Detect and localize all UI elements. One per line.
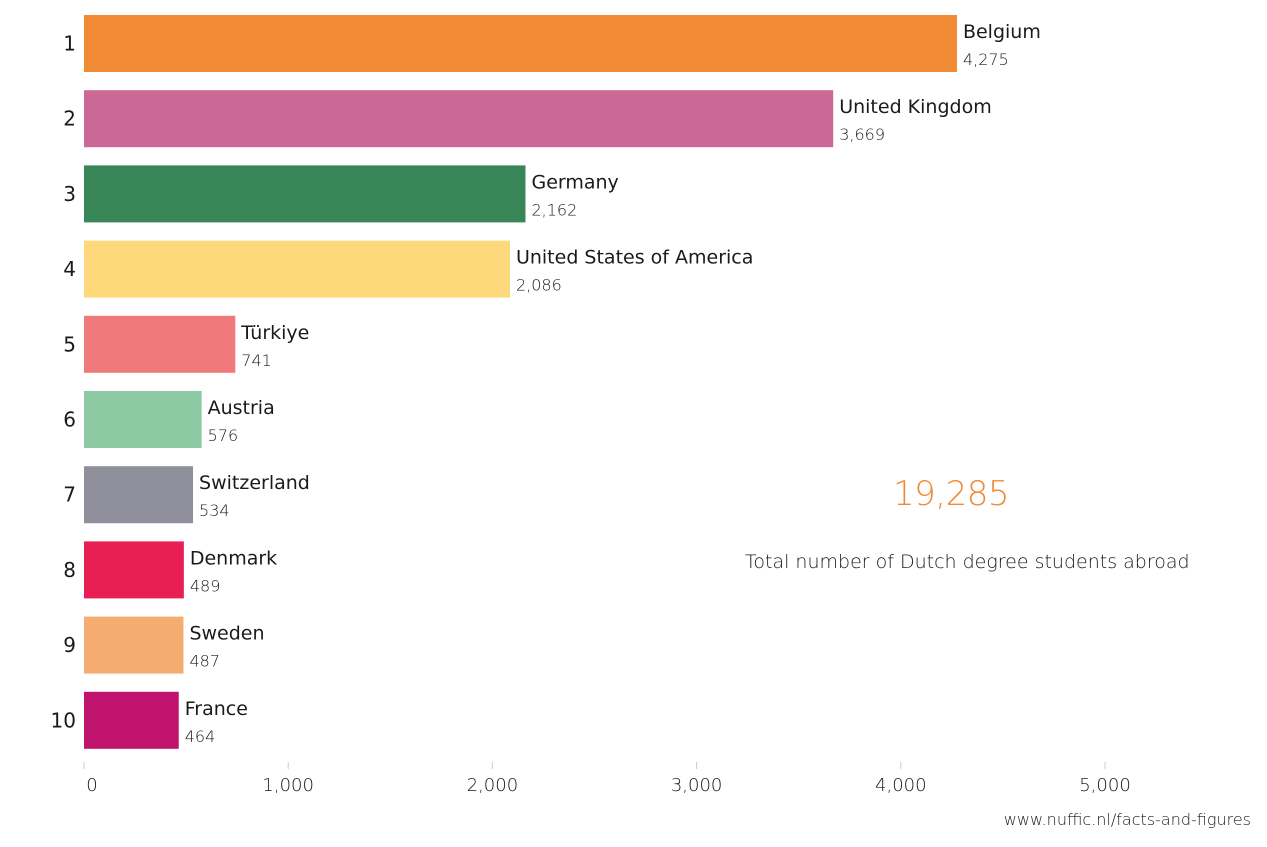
bar	[84, 616, 184, 674]
total-label: Total number of Dutch degree students ab…	[745, 551, 1190, 573]
bar-group: 8 Denmark 489	[63, 541, 277, 599]
value-label: 489	[190, 576, 221, 595]
rank-label: 3	[63, 182, 76, 206]
rank-label: 5	[63, 332, 76, 356]
category-label: Switzerland	[199, 472, 310, 494]
value-label: 464	[185, 727, 216, 746]
bar-group: 5 Türkiye 741	[63, 315, 309, 373]
category-label: Germany	[531, 171, 618, 193]
bar	[84, 15, 957, 72]
x-tick-label: 0	[86, 775, 97, 796]
x-tick-label: 4,000	[875, 775, 927, 796]
category-label: Sweden	[189, 623, 264, 645]
bar	[84, 541, 184, 599]
rank-label: 1	[63, 32, 76, 56]
x-tick-label: 3,000	[671, 775, 723, 796]
rank-label: 7	[63, 483, 76, 507]
value-label: 2,162	[531, 200, 577, 219]
category-label: Belgium	[963, 21, 1041, 43]
category-label: Türkiye	[240, 322, 309, 344]
bar-group: 2 United Kingdom 3,669	[63, 90, 992, 148]
value-label: 2,086	[516, 276, 562, 295]
x-tick-label: 1,000	[262, 775, 314, 796]
bar-group: 1 Belgium 4,275	[63, 15, 1041, 72]
bar	[84, 315, 236, 373]
bar-group: 4 United States of America 2,086	[63, 240, 753, 298]
value-label: 576	[208, 426, 239, 445]
bar	[84, 90, 834, 148]
value-label: 4,275	[963, 50, 1009, 69]
bar	[84, 391, 202, 448]
bar	[84, 240, 510, 298]
x-tick-label: 5,000	[1079, 775, 1131, 796]
value-label: 487	[189, 652, 220, 671]
bar	[84, 466, 194, 524]
bar-group: 9 Sweden 487	[63, 616, 265, 674]
category-label: United Kingdom	[839, 96, 992, 118]
x-tick-label: 2,000	[467, 775, 519, 796]
bars-layer: 1 Belgium 4,275 2 United Kingdom 3,669 3 German…	[51, 15, 1041, 749]
category-label: Denmark	[190, 547, 277, 569]
category-label: United States of America	[516, 247, 753, 269]
rank-label: 4	[63, 257, 76, 281]
category-label: France	[185, 698, 248, 720]
bar-group: 7 Switzerland 534	[63, 466, 310, 524]
value-label: 534	[199, 501, 230, 520]
rank-label: 8	[63, 558, 76, 582]
category-label: Austria	[208, 397, 275, 419]
source-link[interactable]: www.nuffic.nl/facts-and-figures	[1003, 810, 1251, 829]
bar-group: 6 Austria 576	[63, 391, 275, 448]
rank-label: 9	[63, 633, 76, 657]
x-axis: 0 1,000 2,000 3,000 4,000 5,000	[83, 762, 1131, 796]
rank-label: 10	[51, 708, 76, 732]
bar	[84, 691, 179, 749]
value-label: 3,669	[839, 125, 885, 144]
rank-label: 6	[63, 408, 76, 432]
total-value: 19,285	[893, 474, 1009, 514]
bar-group: 10 France 464	[51, 691, 248, 749]
rank-label: 2	[63, 107, 76, 131]
value-label: 741	[241, 351, 272, 370]
bar-group: 3 Germany 2,162	[63, 165, 619, 223]
bar	[84, 165, 526, 223]
